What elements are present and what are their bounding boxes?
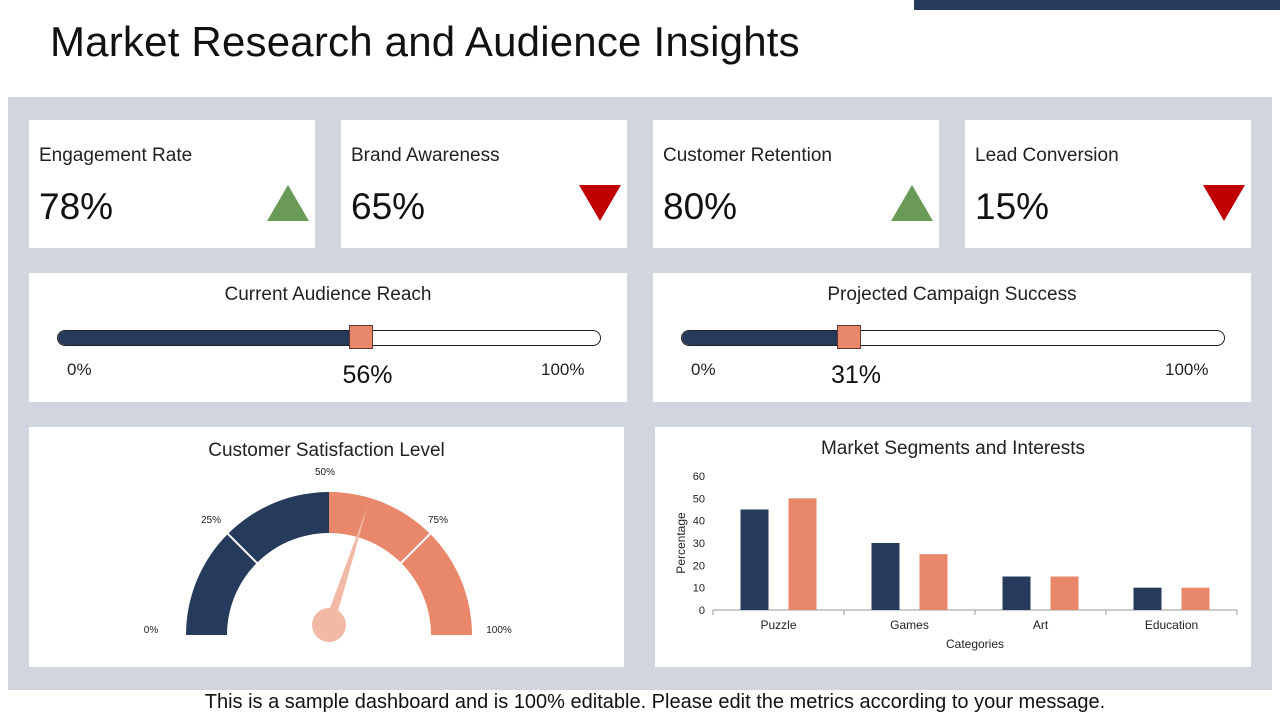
bar-education-series-2	[1181, 587, 1210, 610]
kpi-label: Customer Retention	[663, 145, 832, 166]
slider-value: 56%	[342, 361, 393, 389]
y-tick-label: 0	[699, 605, 705, 617]
satisfaction-gauge: 0% 25% 50% 75% 100%	[144, 467, 512, 642]
slider-min-label: 0%	[67, 360, 92, 379]
y-tick-label: 10	[693, 583, 705, 595]
market-segments-chart: 0 10 20 30 40 50 60 Puzzle Games Art Education Cate…	[674, 471, 1238, 651]
gauge-tick-label: 0%	[144, 625, 159, 636]
x-tick-label: Games	[890, 618, 929, 632]
x-axis-label: Categories	[946, 637, 1004, 651]
slider-card-campaign-success: Projected Campaign Success 0% 100% 31%	[653, 273, 1251, 402]
kpi-label: Engagement Rate	[39, 145, 193, 166]
gauge-needle	[324, 506, 368, 627]
gauge-tick-label: 100%	[486, 625, 512, 636]
y-tick-label: 30	[693, 538, 705, 550]
trend-up-icon	[267, 185, 309, 221]
bar-art-series-2	[1050, 576, 1079, 610]
slider-title: Current Audience Reach	[224, 284, 432, 305]
y-tick-label: 60	[693, 471, 705, 483]
gauge-tick-label: 25%	[201, 515, 221, 526]
bar-art-series-1	[1002, 576, 1031, 610]
slider-track	[57, 330, 601, 346]
footer-note: This is a sample dashboard and is 100% e…	[204, 691, 1106, 713]
bar-games-series-2	[919, 554, 948, 610]
x-tick-label: Education	[1145, 618, 1198, 632]
y-tick-label: 20	[693, 560, 705, 572]
bar-puzzle-series-1	[740, 509, 769, 610]
slider-thumb[interactable]	[348, 325, 373, 349]
slider-value: 31%	[830, 361, 882, 389]
bar-games-series-1	[871, 543, 900, 610]
gauge-divider	[399, 531, 433, 565]
y-tick-label: 50	[693, 493, 705, 505]
top-accent-bar	[914, 0, 1280, 10]
slider-card-audience-reach: Current Audience Reach 0% 100% 56%	[29, 273, 627, 402]
trend-down-icon	[579, 185, 621, 221]
slider-fill	[682, 331, 851, 345]
kpi-value: 65%	[351, 186, 426, 227]
slider-max-label: 100%	[541, 360, 585, 379]
gauge-segment-1	[329, 492, 472, 635]
x-tick-label: Art	[1033, 618, 1049, 632]
kpi-value: 15%	[975, 186, 1050, 227]
y-axis-label: Percentage	[674, 512, 688, 574]
kpi-value: 80%	[663, 186, 738, 227]
slider-thumb[interactable]	[837, 325, 862, 349]
kpi-card-customer-retention: Customer Retention 80%	[653, 120, 939, 248]
kpi-card-brand-awareness: Brand Awareness 65%	[341, 120, 627, 248]
slider-max-label: 100%	[1165, 360, 1209, 379]
kpi-label: Brand Awareness	[351, 145, 500, 166]
bar-puzzle-series-2	[788, 498, 817, 610]
trend-down-icon	[1203, 185, 1245, 221]
gauge-divider	[225, 531, 259, 565]
x-tick-label: Puzzle	[760, 618, 796, 632]
bar-chart-card: Market Segments and Interests 0 10 20 30 40 5…	[655, 427, 1251, 667]
kpi-card-lead-conversion: Lead Conversion 15%	[965, 120, 1251, 248]
kpi-label: Lead Conversion	[975, 145, 1119, 166]
gauge-card: Customer Satisfaction Level 0% 25% 50% 75% 1…	[29, 427, 624, 667]
slider-track	[681, 330, 1225, 346]
slider-min-label: 0%	[691, 360, 716, 379]
bar-chart-title: Market Segments and Interests	[820, 438, 1085, 459]
kpi-value: 78%	[39, 186, 114, 227]
gauge-tick-label: 50%	[315, 467, 335, 478]
gauge-tick-label: 75%	[428, 515, 448, 526]
bar-education-series-1	[1133, 587, 1162, 610]
y-tick-label: 40	[693, 516, 705, 528]
trend-up-icon	[891, 185, 933, 221]
gauge-title: Customer Satisfaction Level	[208, 440, 445, 461]
gauge-needle-hub	[312, 608, 346, 642]
gauge-segment-0	[186, 492, 329, 635]
kpi-card-engagement-rate: Engagement Rate 78%	[29, 120, 315, 248]
slider-fill	[58, 331, 362, 345]
page-title: Market Research and Audience Insights	[50, 18, 800, 65]
slider-title: Projected Campaign Success	[827, 284, 1077, 305]
